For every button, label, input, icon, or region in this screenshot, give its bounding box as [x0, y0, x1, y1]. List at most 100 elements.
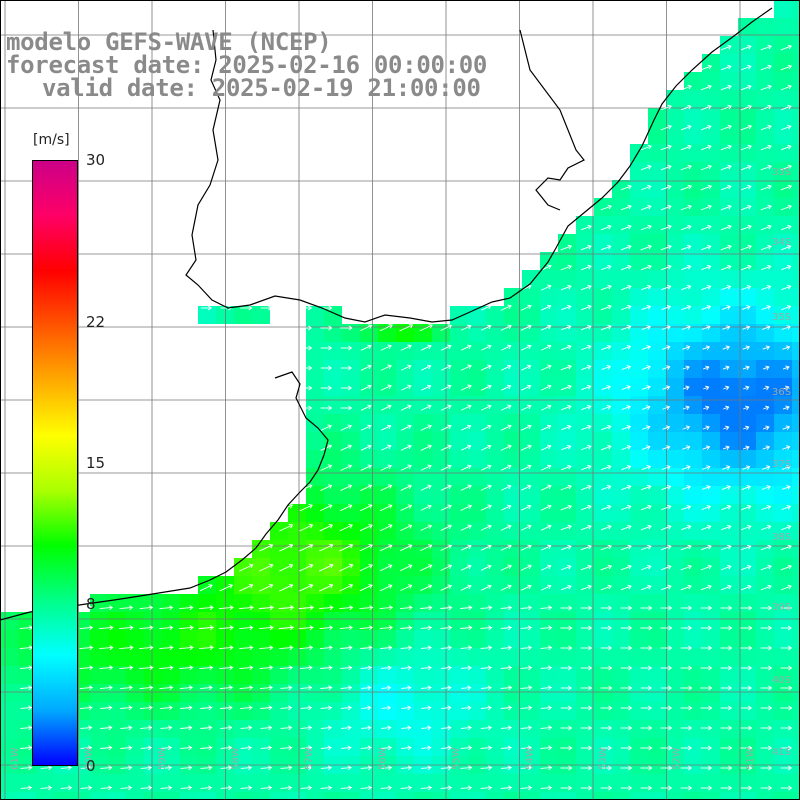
- wind-cell: [738, 288, 756, 306]
- wind-arrow: [560, 524, 572, 531]
- wind-arrow: [560, 464, 572, 471]
- wind-arrow: [180, 745, 193, 751]
- wind-arrow: [721, 305, 731, 310]
- wind-arrow: [701, 305, 712, 311]
- wind-arrow: [520, 645, 533, 651]
- wind-cell: [396, 558, 414, 576]
- wind-cell: [360, 774, 378, 792]
- wind-cell: [720, 576, 738, 594]
- wind-cell: [522, 324, 540, 342]
- wind-cell: [738, 306, 756, 324]
- wind-cell: [774, 144, 792, 162]
- wind-arrow: [782, 445, 791, 450]
- wind-arrow: [460, 725, 472, 731]
- wind-cell: [774, 468, 792, 486]
- wind-arrow: [621, 385, 631, 390]
- wind-arrow: [260, 725, 273, 731]
- wind-cell: [702, 540, 720, 558]
- wind-arrow: [360, 384, 372, 391]
- wind-arrow: [300, 325, 313, 331]
- wind-arrow: [339, 583, 354, 592]
- wind-cell: [774, 522, 792, 540]
- wind-cell: [486, 630, 504, 648]
- wind-cell: [414, 450, 432, 468]
- wind-cell: [594, 792, 612, 800]
- wind-arrow: [501, 384, 512, 391]
- wind-arrow: [742, 325, 751, 330]
- wind-arrow: [640, 645, 653, 651]
- wind-arrow: [300, 705, 313, 711]
- wind-arrow: [621, 445, 632, 451]
- wind-arrow: [460, 524, 472, 531]
- wind-arrow: [760, 204, 772, 211]
- wind-cell: [684, 108, 702, 126]
- wind-cell: [504, 540, 522, 558]
- wind-cell: [0, 612, 18, 630]
- wind-arrow: [340, 785, 353, 791]
- colorbar-tick-label: 30: [86, 151, 106, 169]
- wind-arrow: [60, 765, 72, 771]
- wind-cell: [756, 576, 774, 594]
- wind-arrow: [600, 725, 613, 731]
- wind-cell: [432, 792, 450, 800]
- wind-cell: [324, 396, 342, 414]
- wind-cell: [648, 342, 666, 360]
- wind-cell: [360, 792, 378, 800]
- wind-cell: [450, 612, 468, 630]
- wind-cell: [540, 270, 558, 288]
- wind-arrow: [341, 725, 352, 731]
- wind-cell: [630, 792, 648, 800]
- wind-arrow: [381, 665, 392, 671]
- wind-arrow: [400, 625, 413, 631]
- wind-arrow: [299, 523, 314, 532]
- wind-cell: [666, 702, 684, 720]
- longitude-label: 54W: [525, 747, 536, 770]
- wind-arrow: [440, 564, 453, 571]
- wind-cell: [504, 576, 522, 594]
- wind-cell: [522, 432, 540, 450]
- wind-arrow: [500, 584, 512, 591]
- wind-cell: [414, 720, 432, 738]
- wind-cell: [432, 522, 450, 540]
- wind-arrow: [601, 344, 612, 351]
- wind-cell: [306, 576, 324, 594]
- wind-arrow: [701, 284, 712, 291]
- wind-arrow: [660, 104, 672, 111]
- wind-cell: [450, 432, 468, 450]
- wind-cell: [594, 576, 612, 594]
- wind-cell: [648, 396, 666, 414]
- wind-cell: [756, 324, 774, 342]
- wind-arrow: [720, 625, 733, 631]
- wind-cell: [792, 144, 800, 162]
- wind-cell: [792, 0, 800, 18]
- wind-arrow: [461, 424, 472, 431]
- wind-cell: [648, 540, 666, 558]
- wind-arrow: [760, 564, 772, 571]
- wind-cell: [414, 792, 432, 800]
- wind-arrow: [298, 605, 314, 611]
- wind-cell: [180, 666, 198, 684]
- wind-arrow: [721, 564, 732, 571]
- wind-arrow: [621, 484, 632, 491]
- wind-cell: [0, 792, 18, 800]
- wind-arrow: [380, 544, 393, 552]
- wind-arrow: [742, 465, 751, 470]
- wind-cell: [234, 666, 252, 684]
- wind-arrow: [320, 745, 332, 751]
- wind-arrow: [600, 665, 613, 671]
- wind-cell: [738, 252, 756, 270]
- wind-cell: [234, 306, 252, 324]
- wind-arrow: [561, 564, 572, 571]
- wind-arrow: [259, 625, 274, 631]
- wind-arrow: [400, 404, 412, 411]
- wind-arrow: [521, 364, 532, 371]
- wind-cell: [540, 630, 558, 648]
- wind-arrow: [319, 523, 334, 532]
- wind-arrow: [580, 324, 592, 331]
- wind-arrow: [621, 365, 631, 370]
- wind-arrow: [340, 705, 352, 711]
- wind-cell: [396, 432, 414, 450]
- wind-arrow: [320, 685, 333, 691]
